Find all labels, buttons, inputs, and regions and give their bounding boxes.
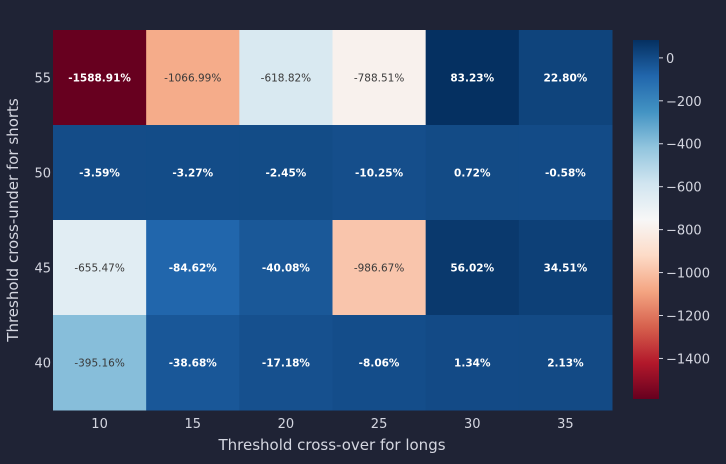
colorbar-tick-label: −800 xyxy=(666,224,702,239)
heatmap-cell xyxy=(146,315,240,411)
colorbar-tick-label: 0 xyxy=(666,52,674,67)
heatmap-cell xyxy=(239,125,333,221)
x-axis-ticks: 10 15 20 25 30 35 xyxy=(91,417,573,432)
heatmap-cell xyxy=(146,30,240,126)
heatmap-cell xyxy=(53,220,147,316)
y-axis-ticks: 55 50 45 40 xyxy=(34,72,51,372)
cell-value-label: -986.67% xyxy=(354,263,405,275)
cell-value-label: -8.06% xyxy=(359,358,400,370)
x-tick-label: 25 xyxy=(371,417,388,432)
cell-value-label: -1588.91% xyxy=(68,73,131,85)
cell-value-label: -84.62% xyxy=(169,263,218,275)
heatmap-cell xyxy=(239,30,333,126)
colorbar-tick-label: −200 xyxy=(666,95,702,110)
heatmap-cell xyxy=(518,125,613,221)
x-tick-label: 15 xyxy=(184,417,201,432)
heatmap-cell-labels: -1588.91% -1066.99% -618.82% -788.51% 83.23%… xyxy=(68,73,588,370)
heatmap-cell xyxy=(53,315,147,411)
heatmap-cell xyxy=(425,125,520,221)
heatmap-cell xyxy=(425,30,520,126)
cell-value-label: -788.51% xyxy=(354,73,405,85)
cell-value-label: -3.59% xyxy=(79,168,120,180)
heatmap-cell xyxy=(239,315,333,411)
heatmap-cell xyxy=(146,220,240,316)
heatmap-cell xyxy=(332,220,427,316)
cell-value-label: -17.18% xyxy=(262,358,311,370)
x-tick-label: 30 xyxy=(464,417,481,432)
heatmap-cell xyxy=(53,125,147,221)
colorbar-tick-label: −1400 xyxy=(666,352,710,367)
cell-value-label: -395.16% xyxy=(74,358,125,370)
colorbar-tick-label: −400 xyxy=(666,138,702,153)
heatmap-cell xyxy=(53,30,147,126)
y-tick-label: 50 xyxy=(34,167,51,182)
cell-value-label: -40.08% xyxy=(262,263,311,275)
colorbar-ticks: 0 −200 −400 −600 −800 −1000 −1200 −1400 xyxy=(659,52,710,367)
y-tick-label: 55 xyxy=(34,72,51,87)
cell-value-label: -655.47% xyxy=(74,263,125,275)
colorbar-tick-label: −1200 xyxy=(666,310,710,325)
colorbar xyxy=(633,40,659,399)
cell-value-label: 2.13% xyxy=(547,358,584,370)
heatmap-cell xyxy=(146,125,240,221)
heatmap-cell xyxy=(332,30,427,126)
heatmap-cell xyxy=(239,220,333,316)
y-tick-label: 40 xyxy=(34,357,51,372)
heatmap-cell xyxy=(425,315,520,411)
heatmap-cells xyxy=(53,30,613,411)
heatmap-cell xyxy=(518,315,613,411)
heatmap-cell xyxy=(518,220,613,316)
x-tick-label: 20 xyxy=(278,417,295,432)
cell-value-label: 56.02% xyxy=(450,263,494,275)
x-tick-label: 35 xyxy=(557,417,574,432)
cell-value-label: 1.34% xyxy=(454,358,491,370)
cell-value-label: -38.68% xyxy=(169,358,218,370)
cell-value-label: -1066.99% xyxy=(164,73,221,85)
cell-value-label: 83.23% xyxy=(450,73,494,85)
cell-value-label: -0.58% xyxy=(545,168,586,180)
cell-value-label: -2.45% xyxy=(266,168,307,180)
colorbar-tick-label: −1000 xyxy=(666,267,710,282)
colorbar-tick-label: −600 xyxy=(666,181,702,196)
y-tick-label: 45 xyxy=(34,262,51,277)
cell-value-label: -3.27% xyxy=(172,168,213,180)
cell-value-label: 22.80% xyxy=(544,73,588,85)
heatmap-cell xyxy=(425,220,520,316)
cell-value-label: -10.25% xyxy=(355,168,404,180)
heatmap-cell xyxy=(332,125,427,221)
heatmap-cell xyxy=(332,315,427,411)
cell-value-label: 34.51% xyxy=(544,263,588,275)
x-tick-label: 10 xyxy=(91,417,108,432)
cell-value-label: -618.82% xyxy=(261,73,312,85)
x-axis-title: Threshold cross-over for longs xyxy=(217,436,445,454)
heatmap-cell xyxy=(518,30,613,126)
cell-value-label: 0.72% xyxy=(454,168,491,180)
y-axis-title: Threshold cross-under for shorts xyxy=(4,98,22,343)
